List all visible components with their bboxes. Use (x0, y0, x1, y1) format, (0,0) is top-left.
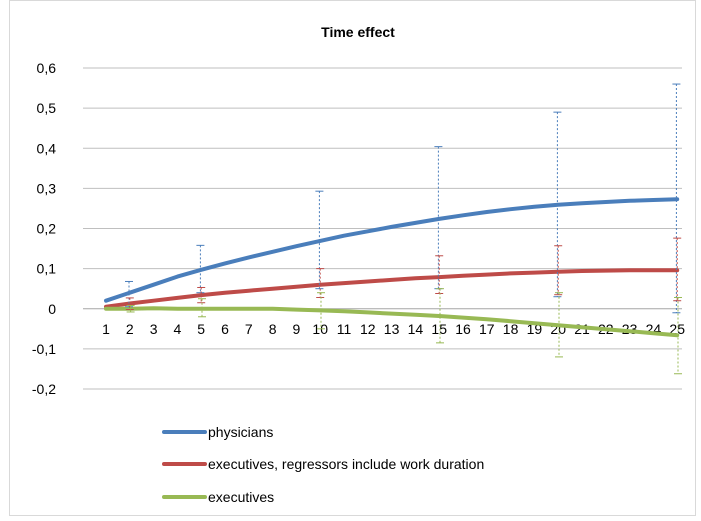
x-tick-label: 4 (174, 321, 182, 337)
error-bar (672, 83, 681, 314)
x-tick-label: 14 (408, 321, 424, 337)
error-bar (125, 280, 133, 308)
x-tick-label: 7 (245, 321, 253, 337)
x-tick-label: 25 (669, 321, 685, 337)
error-bar (125, 297, 134, 311)
x-tick-label: 2 (126, 321, 134, 337)
x-tick-label: 6 (221, 321, 229, 337)
y-tick-label: 0,3 (37, 180, 57, 196)
error-bar (553, 111, 562, 298)
error-bar (436, 288, 444, 344)
x-tick-label: 13 (384, 321, 400, 337)
y-tick-label: -0,1 (32, 341, 56, 357)
error-bar (197, 286, 206, 304)
legend: physicians executives, regressors include… (162, 424, 484, 505)
error-bar (317, 292, 325, 330)
error-bar (673, 237, 682, 302)
series-line-1 (104, 268, 680, 309)
x-tick-label: 12 (360, 321, 376, 337)
x-tick-label: 8 (269, 321, 277, 337)
series-line-0 (104, 197, 680, 303)
chart-title: Time effect (321, 24, 395, 40)
legend-item-2: executives (162, 489, 274, 505)
error-bar (554, 245, 563, 296)
error-bar (435, 255, 444, 295)
x-tick-label: 11 (337, 321, 352, 337)
error-bar (196, 244, 205, 294)
x-tick-label: 5 (197, 321, 205, 337)
error-bar (315, 190, 324, 290)
x-tick-label: 16 (455, 321, 471, 337)
legend-item-1: executives, regressors include work dura… (162, 456, 484, 472)
x-tick-label: 17 (479, 321, 495, 337)
series-line-2 (104, 306, 680, 338)
error-bars (125, 83, 682, 375)
y-tick-label: 0,6 (37, 60, 57, 76)
error-bar (674, 297, 682, 375)
y-tick-label: 0,5 (37, 100, 57, 116)
series-lines (104, 197, 680, 338)
error-bar (555, 292, 563, 358)
y-axis-tick-labels: 0,6 0,5 0,4 0,3 0,2 0,1 0 -0,1 -0,2 (32, 60, 56, 397)
y-tick-label: -0,2 (32, 381, 56, 397)
error-bar (126, 305, 135, 313)
y-tick-label: 0,1 (37, 261, 57, 277)
legend-item-0: physicians (162, 424, 273, 440)
y-tick-label: 0,4 (37, 140, 57, 156)
legend-label: executives, regressors include work dura… (208, 456, 484, 472)
x-tick-label: 3 (150, 321, 158, 337)
legend-label: executives (208, 489, 274, 505)
chart-border (9, 0, 696, 516)
error-bar (198, 298, 206, 318)
x-tick-label: 18 (503, 321, 519, 337)
y-tick-label: 0,2 (37, 221, 57, 237)
legend-label: physicians (208, 424, 273, 440)
y-tick-label: 0 (48, 301, 56, 317)
x-tick-label: 1 (102, 321, 110, 337)
x-tick-label: 15 (431, 321, 447, 337)
x-tick-label: 9 (293, 321, 301, 337)
